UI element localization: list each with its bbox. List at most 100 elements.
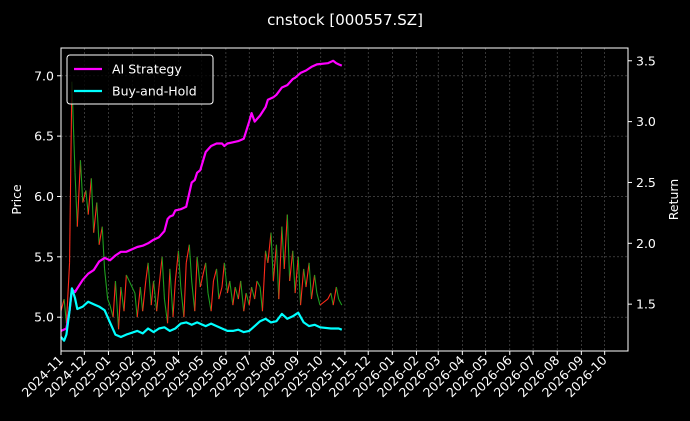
price-segment — [79, 160, 84, 203]
price-segment — [245, 292, 250, 306]
price-segment — [283, 214, 288, 269]
price-segment — [254, 280, 258, 300]
price-segment — [112, 280, 116, 318]
price-segment — [210, 280, 214, 312]
price-segment — [272, 244, 277, 282]
price-segment — [286, 214, 291, 282]
price-segment — [60, 298, 65, 312]
price-segment — [174, 250, 179, 282]
price-segment — [150, 280, 155, 306]
price-segment — [161, 256, 165, 300]
legend-box — [66, 54, 214, 105]
price-segment — [229, 280, 234, 306]
price-segment — [87, 178, 92, 215]
y-tick-label: 5.5 — [34, 249, 54, 264]
legend-label-buy-and-hold: Buy-and-Hold — [112, 84, 197, 99]
price-segment — [205, 262, 209, 294]
price-segment — [265, 250, 269, 263]
y-tick-label: 6.5 — [34, 129, 54, 144]
price-segment — [191, 280, 196, 312]
price-segment — [96, 202, 100, 245]
price-segment — [107, 298, 111, 306]
price-segment — [243, 292, 247, 312]
price-segment — [240, 280, 245, 312]
price-segment — [314, 274, 318, 294]
price-segment — [74, 172, 78, 227]
price-segment — [256, 280, 261, 288]
price-segment — [335, 286, 340, 300]
price-segment — [118, 286, 122, 330]
price-segment — [98, 226, 103, 245]
price-segment — [120, 286, 125, 312]
y-tick-label: 7.0 — [34, 68, 54, 83]
price-segment — [139, 286, 144, 312]
price-segment — [294, 256, 299, 294]
y2-tick-label: 2.5 — [636, 175, 656, 190]
price-segment — [308, 262, 312, 300]
price-segment — [259, 286, 263, 312]
price-segment — [125, 274, 136, 294]
price-segment — [93, 202, 98, 233]
price-segment — [207, 292, 212, 312]
price-segment — [278, 226, 283, 300]
price-segment — [212, 268, 218, 282]
price-segment — [63, 299, 67, 324]
price-segment — [194, 256, 198, 312]
price-segment — [172, 280, 176, 318]
price-segment — [303, 268, 307, 288]
chart-title: cnstock [000557.SZ] — [267, 11, 423, 29]
price-segment — [221, 262, 225, 288]
price-segment — [330, 292, 334, 306]
price-segment — [109, 304, 114, 318]
price-segment — [199, 262, 207, 288]
price-segment — [216, 268, 220, 300]
price-segment — [300, 268, 305, 306]
price-segment — [289, 250, 294, 282]
series-line-buy-and-hold — [60, 287, 343, 342]
price-segment — [82, 190, 87, 203]
price-segment — [183, 262, 187, 318]
left-y-axis: 5.0 5.5 6.0 6.5 7.0 — [34, 68, 61, 325]
price-segment — [101, 226, 106, 269]
price-segment — [196, 256, 201, 288]
price-segment — [223, 262, 228, 294]
y2-tick-label: 3.5 — [636, 53, 656, 68]
price-segment — [104, 268, 109, 300]
price-segment — [142, 280, 147, 312]
price-series — [60, 81, 343, 330]
price-segment — [292, 250, 296, 294]
price-segment — [310, 274, 316, 300]
price-segment — [281, 226, 285, 269]
price-segment — [185, 244, 190, 263]
y-axis-label: Price — [9, 184, 24, 215]
price-segment — [251, 286, 256, 300]
price-segment — [234, 286, 239, 300]
price-segment — [158, 256, 163, 288]
y-tick-label: 5.0 — [34, 310, 54, 325]
price-segment — [90, 178, 95, 233]
y2-axis-label: Return — [666, 179, 681, 220]
price-segment — [65, 262, 71, 324]
price-segment — [261, 250, 267, 312]
price-segment — [275, 244, 280, 300]
y2-tick-label: 2.0 — [636, 236, 656, 251]
price-segment — [85, 190, 89, 215]
price-segment — [297, 256, 302, 306]
y2-tick-label: 3.0 — [636, 114, 656, 129]
price-segment — [180, 286, 185, 318]
price-segment — [156, 286, 160, 312]
price-segment — [136, 286, 141, 318]
price-segment — [114, 280, 120, 330]
price-segment — [305, 262, 310, 288]
price-segment — [188, 244, 193, 282]
price-segment — [123, 274, 127, 312]
legend-label-ai-strategy: AI Strategy — [112, 62, 182, 77]
series-line-ai-strategy — [60, 59, 343, 332]
price-segment — [232, 286, 236, 306]
price-segment — [69, 81, 73, 263]
price-segment — [177, 250, 182, 288]
price-segment — [76, 160, 81, 227]
return-series — [60, 59, 343, 342]
price-segment — [327, 292, 332, 300]
